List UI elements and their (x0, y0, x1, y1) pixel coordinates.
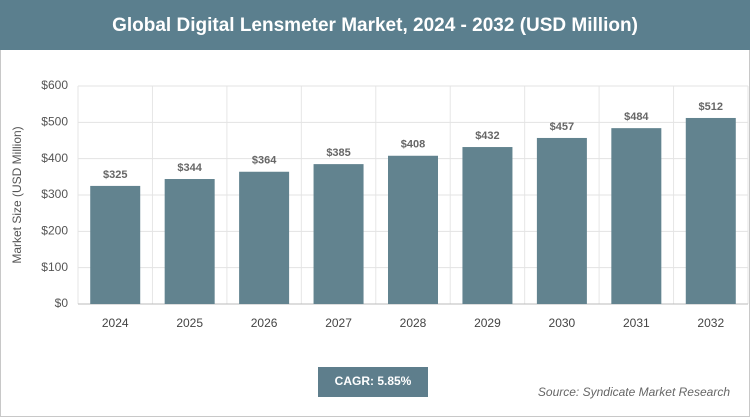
title-band (0, 0, 750, 50)
value-label: $325 (103, 169, 127, 181)
y-axis-label: Market Size (USD Million) (10, 126, 24, 263)
bar (536, 137, 587, 304)
cagr-label: CAGR: 5.85% (335, 374, 412, 388)
x-tick-label: 2025 (176, 316, 203, 330)
x-tick-label: 2024 (102, 316, 129, 330)
bar (90, 185, 141, 304)
x-tick-label: 2027 (325, 316, 352, 330)
value-label: $457 (550, 121, 574, 133)
x-tick-label: 2028 (400, 316, 427, 330)
y-tick-label: $400 (41, 151, 68, 165)
bar (685, 117, 736, 305)
x-tick-label: 2032 (697, 316, 724, 330)
y-tick-label: $500 (41, 115, 68, 129)
y-tick-label: $100 (41, 260, 68, 274)
source-note: Source: Syndicate Market Research (538, 385, 730, 399)
x-tick-label: 2030 (549, 316, 576, 330)
value-label: $408 (401, 139, 425, 151)
value-label: $432 (475, 130, 499, 142)
bar (611, 128, 662, 304)
value-label: $512 (699, 101, 723, 113)
x-tick-label: 2026 (251, 316, 278, 330)
y-tick-label: $0 (55, 296, 69, 310)
value-label: $385 (326, 147, 350, 159)
x-tick-label: 2031 (623, 316, 650, 330)
y-tick-label: $200 (41, 224, 68, 238)
x-tick-label: 2029 (474, 316, 501, 330)
cagr-box (318, 367, 428, 397)
value-label: $484 (624, 111, 649, 123)
y-tick-label: $600 (41, 78, 68, 92)
bar (462, 147, 513, 304)
bar (388, 155, 438, 304)
value-label: $364 (252, 155, 277, 167)
bar (313, 164, 364, 304)
y-tick-label: $300 (41, 187, 68, 201)
chart-title: Global Digital Lensmeter Market, 2024 - … (112, 15, 638, 36)
bar (164, 179, 215, 304)
bar (239, 171, 290, 304)
value-label: $344 (177, 162, 202, 174)
